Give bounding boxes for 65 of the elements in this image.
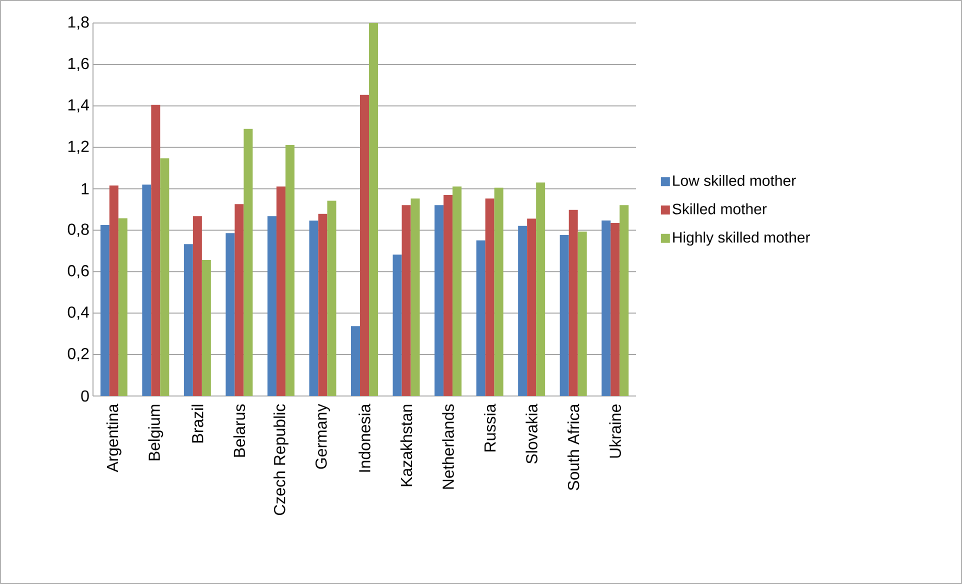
x-tick-label: Brazil (192, 404, 204, 442)
bar (410, 198, 420, 396)
bar (494, 188, 504, 396)
bar (327, 200, 336, 396)
bar (452, 186, 462, 396)
bar (118, 218, 128, 396)
bar (518, 226, 528, 396)
bar (234, 204, 244, 396)
bar (620, 205, 629, 396)
bar (434, 205, 444, 396)
x-tick-label: Kazakhstan (400, 404, 412, 486)
bar (267, 216, 276, 396)
x-tick-label: Slovakia (526, 404, 538, 464)
bar (444, 194, 453, 396)
y-tick-label: 0,4 (68, 306, 89, 320)
bar (160, 158, 170, 396)
bar (109, 185, 118, 396)
bar (578, 232, 587, 396)
bar (610, 222, 620, 396)
bar (351, 326, 360, 396)
bar (485, 198, 494, 396)
bar (402, 205, 411, 396)
y-tick-label: 0,8 (68, 224, 89, 237)
bar (476, 240, 486, 396)
bar (560, 234, 569, 396)
y-tick-label: 0,2 (68, 348, 89, 362)
y-tick-label: 1,2 (68, 140, 89, 154)
bar (392, 254, 402, 396)
legend-label: Skilled mother (672, 203, 767, 214)
bar (151, 104, 160, 396)
legend-label: Highly skilled mother (673, 232, 810, 246)
bar (369, 22, 378, 396)
bar (602, 220, 611, 396)
bar (527, 218, 536, 396)
bar (192, 216, 202, 396)
bar (244, 128, 253, 396)
bar (142, 184, 152, 396)
x-tick-label: Germany (315, 404, 330, 469)
x-tick-label: Indonesia (358, 404, 370, 472)
x-tick-label: Belgium (148, 404, 164, 460)
y-tick-label: 1,6 (68, 58, 89, 72)
bar (202, 260, 211, 396)
x-tick-label: Netherlands (442, 404, 454, 489)
bar (100, 225, 110, 396)
y-tick-label: 1 (82, 183, 89, 194)
x-tick-label: Ukraine (609, 404, 621, 458)
bar (536, 182, 546, 396)
y-tick-label: 1,4 (68, 99, 89, 112)
x-tick-label: Belarus (233, 404, 246, 457)
x-tick-label: Czech Republic (274, 404, 288, 516)
y-tick-label: 0,6 (68, 265, 89, 278)
bar (568, 210, 578, 396)
legend-label: Low skilled mother (673, 174, 796, 186)
bar (276, 186, 286, 396)
bar (285, 145, 294, 396)
y-tick-label: 0 (81, 390, 89, 402)
bar (318, 214, 328, 396)
bar (184, 244, 193, 396)
y-tick-label: 1,8 (68, 16, 89, 30)
bar (360, 94, 370, 396)
x-tick-label: Russia (484, 404, 496, 452)
bar (309, 220, 318, 396)
bar (226, 233, 235, 396)
x-tick-label: Argentina (106, 404, 122, 472)
x-tick-label: South Africa (567, 404, 580, 490)
